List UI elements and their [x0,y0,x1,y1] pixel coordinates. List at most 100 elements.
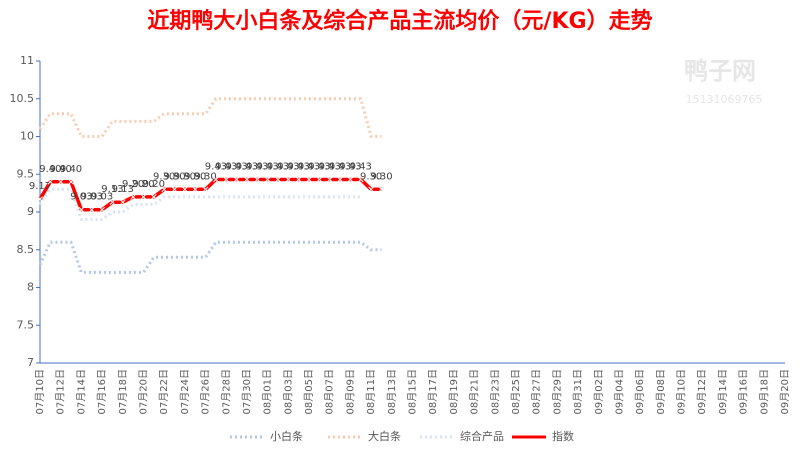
y-tick-label: 11 [20,54,34,67]
data-label: 9.03 [81,192,103,203]
y-tick-label: 8 [27,281,34,294]
data-label: 9.40 [60,164,82,175]
data-label: 9.03 [91,192,113,203]
x-tick-label: 09月18日 [758,369,770,414]
point-marker [223,176,230,183]
x-tick-label: 09月02日 [593,369,605,414]
y-tick-label: 7.5 [17,318,35,331]
point-marker [130,194,136,200]
point-marker [254,176,261,183]
point-marker [285,176,292,183]
point-marker [57,178,64,185]
point-marker [337,176,343,183]
data-label: 9.20 [132,179,154,190]
data-label: 9.17 [29,181,51,192]
x-tick-label: 07月26日 [200,369,212,414]
point-marker [306,176,312,183]
legend-label: 指数 [552,429,574,443]
x-tick-label: 08月19日 [448,369,460,414]
x-tick-label: 08月21日 [469,369,481,414]
data-label: 9.43 [350,162,372,173]
data-label: 9.43 [267,162,289,173]
data-label: 9.40 [50,164,72,175]
point-marker [37,196,43,203]
data-label: 9.43 [329,162,351,173]
x-tick-label: 07月14日 [75,369,87,414]
x-tick-label: 08月09日 [344,369,356,414]
x-tick-label: 08月03日 [282,369,294,414]
data-label: 9.43 [257,162,279,173]
point-marker [347,176,354,183]
data-label: 9.30 [184,171,206,182]
x-tick-label: 09月10日 [676,369,688,414]
x-tick-label: 08月01日 [262,369,274,414]
data-label: 9.43 [246,162,268,173]
x-tick-label: 08月23日 [489,369,501,414]
x-tick-label: 08月27日 [531,369,543,414]
point-marker [192,186,199,193]
data-label: 9.30 [360,171,382,182]
x-tick-label: 08月15日 [407,369,419,414]
data-label: 9.30 [163,171,185,182]
point-marker [275,176,281,183]
x-tick-label: 09月06日 [634,369,646,414]
point-marker [295,176,302,183]
point-marker [213,176,219,183]
point-marker [368,186,374,193]
data-label: 9.30 [194,171,216,182]
point-marker [171,186,178,193]
x-tick-label: 08月07日 [324,369,336,414]
y-tick-label: 9 [27,205,34,218]
data-label: 9.43 [339,162,361,173]
point-marker [357,176,364,183]
data-label: 9.43 [225,162,247,173]
x-tick-label: 08月31日 [572,369,584,414]
watermark: 鸭子网 [684,57,756,85]
legend-label: 综合产品 [460,429,504,443]
data-label: 9.30 [153,171,175,182]
data-label: 9.30 [174,171,196,182]
data-label: 9.43 [319,162,341,173]
point-marker [99,206,105,213]
y-tick-label: 9.5 [17,167,35,180]
x-tick-label: 09月14日 [717,369,729,414]
series-line [38,240,382,274]
point-marker [264,176,271,183]
x-tick-label: 07月30日 [241,369,253,414]
point-marker [150,194,157,200]
x-tick-label: 08月05日 [303,369,315,414]
point-marker [140,194,147,200]
point-marker [378,186,385,193]
data-label: 9.40 [39,164,61,175]
x-tick-label: 09月16日 [738,369,750,414]
x-tick-label: 09月08日 [655,369,667,414]
x-tick-label: 09月12日 [696,369,708,414]
legend-label: 大白条 [368,429,401,443]
data-label: 9.03 [70,192,92,203]
data-label: 9.43 [277,162,299,173]
y-tick-label: 8.5 [17,243,35,256]
data-label: 9.20 [122,179,144,190]
x-tick-label: 07月16日 [96,369,108,414]
y-tick-label: 10 [20,130,34,143]
point-marker [161,186,168,193]
y-tick-label: 10.5 [10,92,35,105]
chart-title: 近期鸭大小白条及综合产品主流均价（元/KG）走势 [147,8,652,34]
data-label: 9.43 [205,162,227,173]
x-tick-label: 09月20日 [779,369,791,414]
x-tick-label: 08月13日 [386,369,398,414]
point-marker [68,178,74,185]
point-marker [78,206,85,213]
x-tick-label: 08月11日 [365,369,377,414]
point-marker [119,199,126,206]
data-label: 9.43 [308,162,330,173]
data-label: 9.13 [101,184,123,195]
data-label: 9.43 [236,162,258,173]
data-label: 9.43 [298,162,320,173]
x-tick-label: 07月18日 [117,369,129,414]
data-label: 9.43 [215,162,237,173]
x-tick-label: 08月29日 [551,369,563,414]
data-label: 9.20 [143,179,165,190]
point-marker [233,176,240,183]
